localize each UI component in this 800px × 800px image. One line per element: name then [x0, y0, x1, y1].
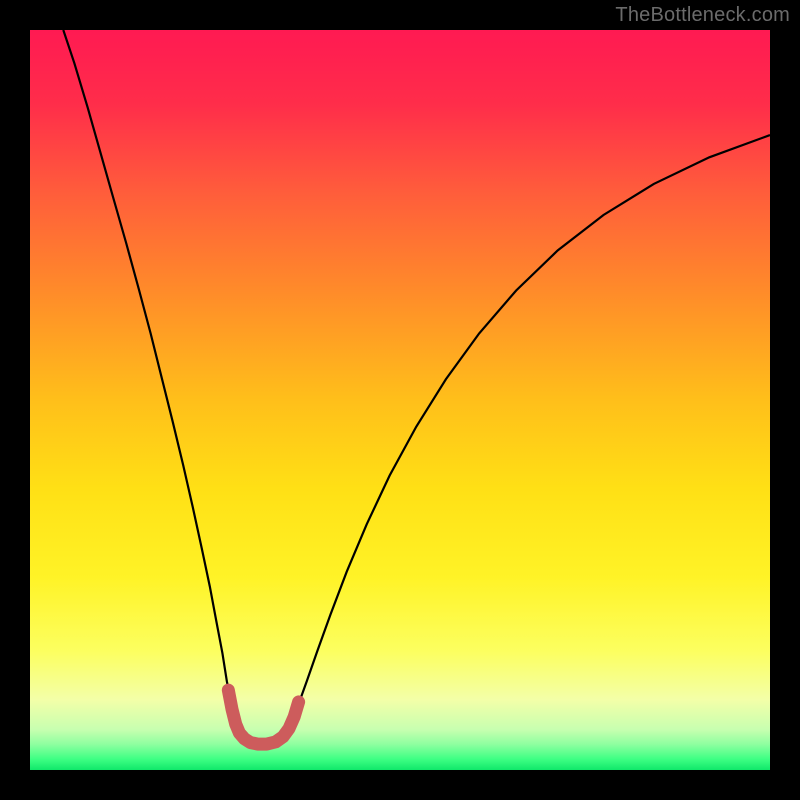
chart-svg [30, 30, 770, 770]
watermark-text: TheBottleneck.com [615, 4, 790, 27]
plot-area [30, 30, 770, 770]
gradient-background [30, 30, 770, 770]
